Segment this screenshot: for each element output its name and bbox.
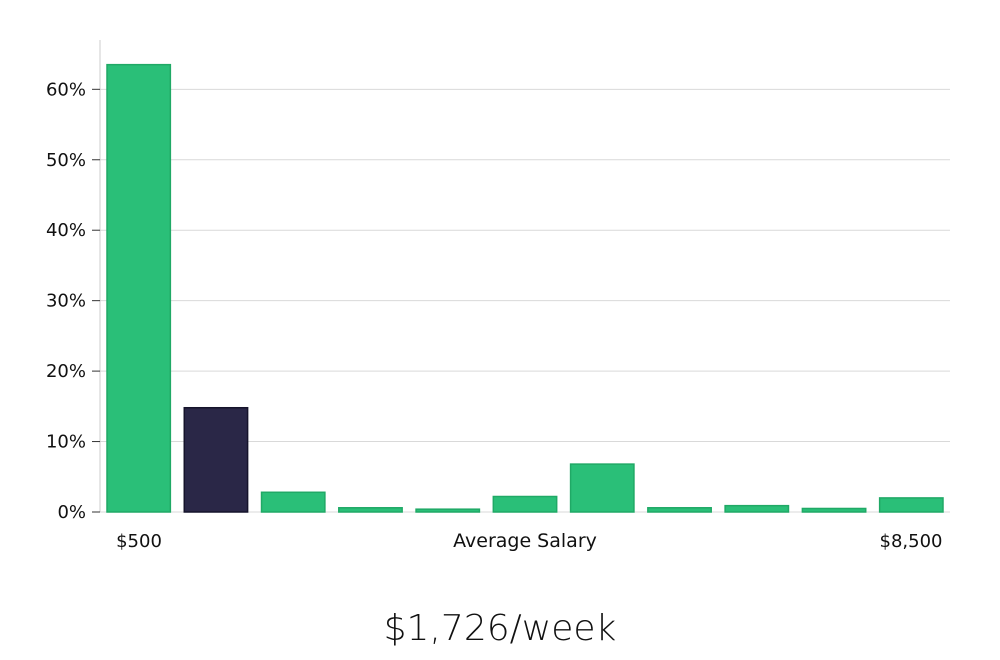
y-tick-label: 60% [46, 79, 86, 100]
bar [647, 507, 712, 513]
bar [724, 504, 790, 513]
y-tick-label: 30% [46, 291, 86, 312]
bar [492, 495, 558, 513]
bar [878, 497, 944, 513]
bar [801, 507, 867, 513]
x-range-min-label: $500 [116, 531, 162, 552]
bar-highlighted [183, 406, 249, 513]
y-tick-label: 40% [46, 220, 86, 241]
salary-caption: $1,726/week [383, 608, 617, 649]
y-axis-ticks: 0% 10% 20% 30% 40% 50% 60% [46, 79, 100, 523]
bar [569, 463, 635, 513]
x-axis-label: Average Salary [453, 530, 597, 552]
bar [415, 508, 481, 513]
bar [338, 507, 403, 513]
bar [260, 491, 326, 513]
bars [106, 63, 944, 513]
y-tick-label: 0% [57, 502, 86, 523]
y-tick-label: 20% [46, 361, 86, 382]
x-range-max-label: $8,500 [880, 531, 943, 552]
y-tick-label: 50% [46, 150, 86, 171]
bar [106, 63, 172, 513]
y-tick-label: 10% [46, 432, 86, 453]
